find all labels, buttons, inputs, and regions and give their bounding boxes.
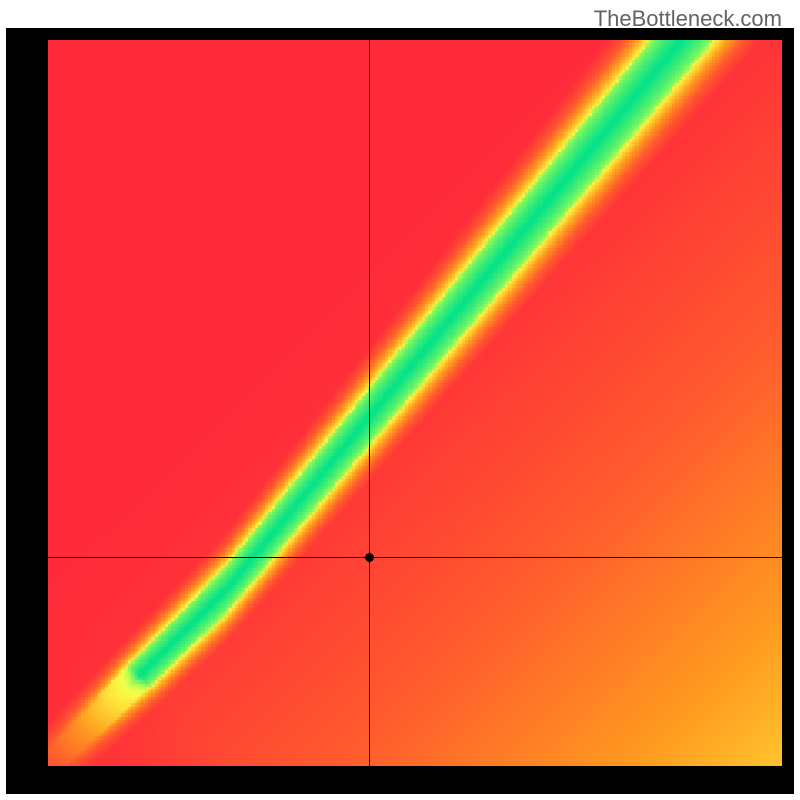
plot-area <box>48 40 782 766</box>
chart-container: { "watermark": { "text": "TheBottleneck.… <box>0 0 800 800</box>
watermark-text: TheBottleneck.com <box>594 6 782 32</box>
crosshair-horizontal <box>48 557 782 558</box>
crosshair-vertical <box>369 40 370 766</box>
plot-frame <box>6 28 794 794</box>
heatmap-canvas <box>48 40 782 766</box>
